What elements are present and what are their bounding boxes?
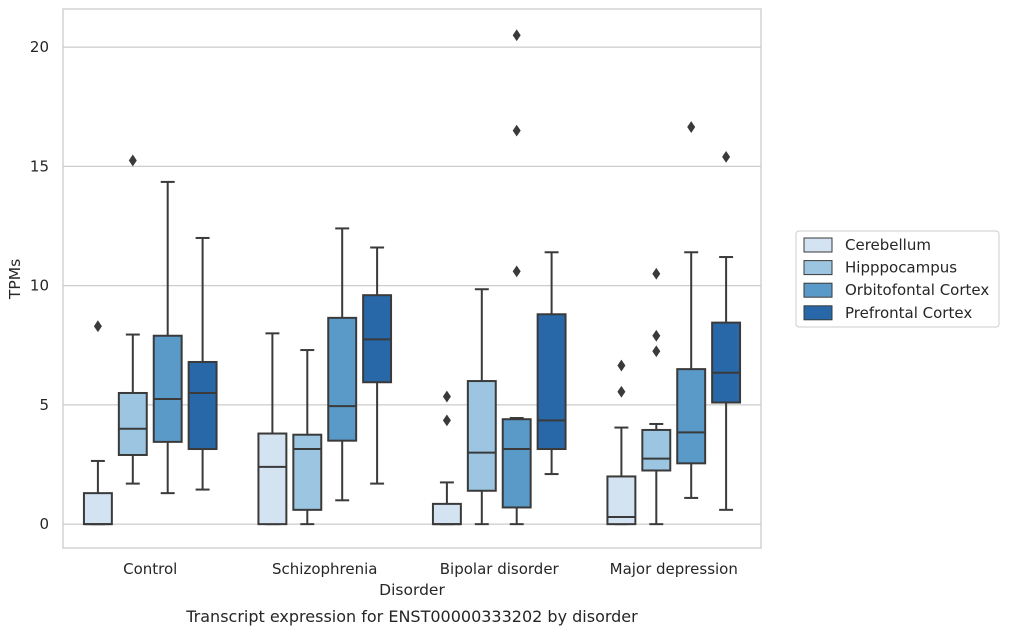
outlier-point: [442, 414, 451, 427]
box-mark: [117, 154, 148, 485]
legend-swatch: [803, 282, 833, 298]
y-tick-label: 0: [39, 515, 49, 533]
legend-swatch: [803, 305, 833, 321]
box-mark: [711, 150, 742, 511]
legend-swatch: [803, 260, 833, 276]
box-body: [641, 428, 672, 472]
box-mark: [606, 359, 637, 526]
outlier-point: [93, 320, 102, 333]
outlier-point: [652, 345, 661, 358]
box-body: [431, 502, 462, 526]
y-tick-label: 20: [30, 38, 49, 56]
box-body: [292, 433, 323, 511]
x-tick-label: Schizophrenia: [272, 560, 377, 578]
box-mark: [82, 320, 113, 526]
box-mark: [152, 180, 183, 495]
box-mark: [501, 29, 532, 526]
box-body: [257, 432, 288, 526]
box-body: [676, 368, 707, 465]
x-axis-label: Disorder: [379, 581, 445, 599]
box-body: [187, 360, 218, 451]
box-mark: [292, 349, 323, 526]
legend-label: Cerebellum: [845, 236, 931, 254]
outlier-point: [512, 124, 521, 137]
figure-caption: Transcript expression for ENST0000033320…: [185, 607, 638, 626]
box-body: [536, 313, 567, 451]
box-body: [711, 321, 742, 404]
legend-label: Hipppocampus: [845, 259, 957, 277]
box-mark: [536, 251, 567, 476]
outlier-point: [617, 359, 626, 372]
box-mark: [641, 267, 672, 526]
y-axis-ticks: 0 5 10 15 20: [30, 38, 49, 533]
box-group: [257, 227, 393, 526]
box-group: [82, 154, 218, 526]
legend: Cerebellum Hipppocampus Orbitofontal Corte…: [795, 230, 1000, 328]
outlier-point: [687, 121, 696, 133]
legend-frame: [795, 230, 1000, 328]
box-mark: [362, 246, 393, 485]
y-tick-label: 10: [30, 277, 49, 295]
outlier-point: [442, 390, 451, 403]
box-body: [117, 391, 148, 456]
outlier-point: [512, 265, 521, 278]
box-mark: [431, 390, 462, 526]
box-body: [327, 316, 358, 442]
x-axis-ticks: Control Schizophrenia Bipolar disorder Majo…: [123, 560, 738, 578]
box-body: [466, 380, 497, 492]
y-tick-label: 15: [30, 157, 49, 175]
legend-label: Prefrontal Cortex: [845, 304, 972, 322]
x-tick-label: Bipolar disorder: [440, 560, 560, 578]
box-mark: [257, 332, 288, 526]
outlier-point: [512, 29, 521, 42]
box-mark: [187, 236, 218, 491]
box-mark: [327, 227, 358, 502]
y-tick-label: 5: [39, 396, 49, 414]
x-tick-label: Control: [123, 560, 177, 578]
box-mark: [676, 121, 707, 499]
box-groups: [82, 29, 742, 526]
y-axis-label: TPMs: [6, 259, 24, 300]
plot-frame: [62, 8, 762, 549]
legend-swatch: [803, 237, 833, 253]
box-body: [501, 418, 532, 509]
outlier-point: [722, 150, 731, 163]
outlier-point: [617, 385, 626, 398]
x-tick-label: Major depression: [610, 560, 738, 578]
box-body: [82, 492, 113, 526]
box-mark: [466, 288, 497, 526]
box-body: [152, 334, 183, 443]
box-group: [431, 29, 567, 526]
outlier-point: [652, 329, 661, 342]
outlier-point: [128, 154, 137, 167]
box-group: [606, 121, 742, 526]
legend-label: Orbitofontal Cortex: [845, 281, 989, 299]
outlier-point: [652, 267, 661, 280]
